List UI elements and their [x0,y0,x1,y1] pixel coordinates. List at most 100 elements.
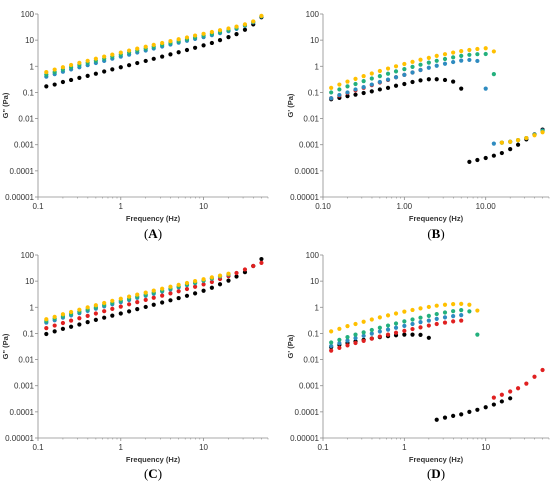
x-tick-label: 10 [199,202,208,211]
data-point [209,40,214,46]
data-point [393,311,399,316]
data-point [524,381,529,386]
x-tick-label: 1 [119,443,124,452]
data-point [434,316,439,321]
data-point [451,79,456,84]
data-point [369,76,374,81]
y-tick-label: 1 [315,303,320,312]
data-point [60,312,66,317]
data-point [393,69,399,74]
data-point [93,311,98,316]
data-point [44,325,49,331]
data-point [85,320,90,325]
data-point [434,58,439,63]
data-point [127,309,132,314]
data-point [184,280,190,286]
data-point [377,315,382,320]
data-point [176,289,181,294]
data-point [402,323,407,328]
series-blue [329,313,464,349]
data-point [217,28,223,33]
data-point [418,57,423,62]
data-point [402,72,407,77]
data-point [184,286,190,292]
data-point [345,90,350,95]
data-point [515,142,521,147]
y-tick-label: 100 [306,10,320,19]
data-point [418,332,423,337]
data-point [226,271,231,276]
data-point [118,65,123,70]
data-point [184,293,190,298]
data-point [337,87,342,92]
data-point [426,65,431,70]
data-point [434,321,439,327]
y-tick-label: 0.00001 [290,434,319,443]
y-tick-label: 0.0001 [10,167,35,176]
panel-label-open-paren: ( [427,226,431,241]
data-point [52,67,57,72]
data-point [385,85,391,90]
y-tick-label: 0.001 [14,382,35,391]
data-point [442,315,448,320]
data-point [426,318,431,323]
data-point [410,326,415,332]
data-point [369,317,374,322]
data-point [459,86,464,91]
data-point [434,77,439,82]
data-point [44,69,49,75]
data-point [68,77,74,83]
data-point [345,79,350,84]
panel-label-open-paren: ( [144,466,148,481]
data-point [410,64,415,69]
panel-label-close-paren: ) [441,466,445,481]
data-point [345,335,350,340]
data-point [361,333,366,338]
data-point [217,282,223,287]
data-point [85,58,90,63]
data-point [44,84,49,89]
data-point [176,37,181,42]
data-point [418,315,423,320]
data-point [201,282,206,287]
data-point [459,318,464,323]
data-point [127,48,132,53]
y-axis-title: G" (Pa) [1,92,10,118]
data-point [361,338,366,343]
y-tick-label: 0.01 [18,356,34,365]
data-point [176,295,181,301]
panel-label-close-paren: ) [158,466,162,481]
data-point [402,67,407,72]
data-point [110,313,115,318]
y-tick-label: 10 [25,277,34,286]
x-tick-label: 0.1 [32,443,44,452]
data-point [151,56,156,61]
panel-label-open-paren: ( [427,466,431,481]
data-point [491,141,496,146]
series-yellow [329,301,480,334]
data-point [127,294,132,299]
x-tick-label: 0.1 [32,202,44,211]
data-point [475,157,480,163]
data-point [160,40,165,46]
data-point [369,327,374,333]
data-point [234,270,239,276]
data-point [451,59,456,65]
data-point [85,305,90,310]
data-point [451,55,456,60]
y-tick-label: 1 [30,62,35,71]
data-point [160,54,165,59]
data-point [532,374,537,379]
data-point [242,27,248,32]
data-point [385,66,391,71]
data-point [68,62,74,68]
data-point [377,334,382,339]
data-point [459,308,464,313]
data-point [393,321,399,326]
data-point [259,260,264,265]
x-tick-label: 10 [199,443,208,452]
data-point [459,313,464,318]
data-point [110,52,115,57]
data-point [442,52,448,57]
panel-label-close-paren: ) [440,226,444,241]
